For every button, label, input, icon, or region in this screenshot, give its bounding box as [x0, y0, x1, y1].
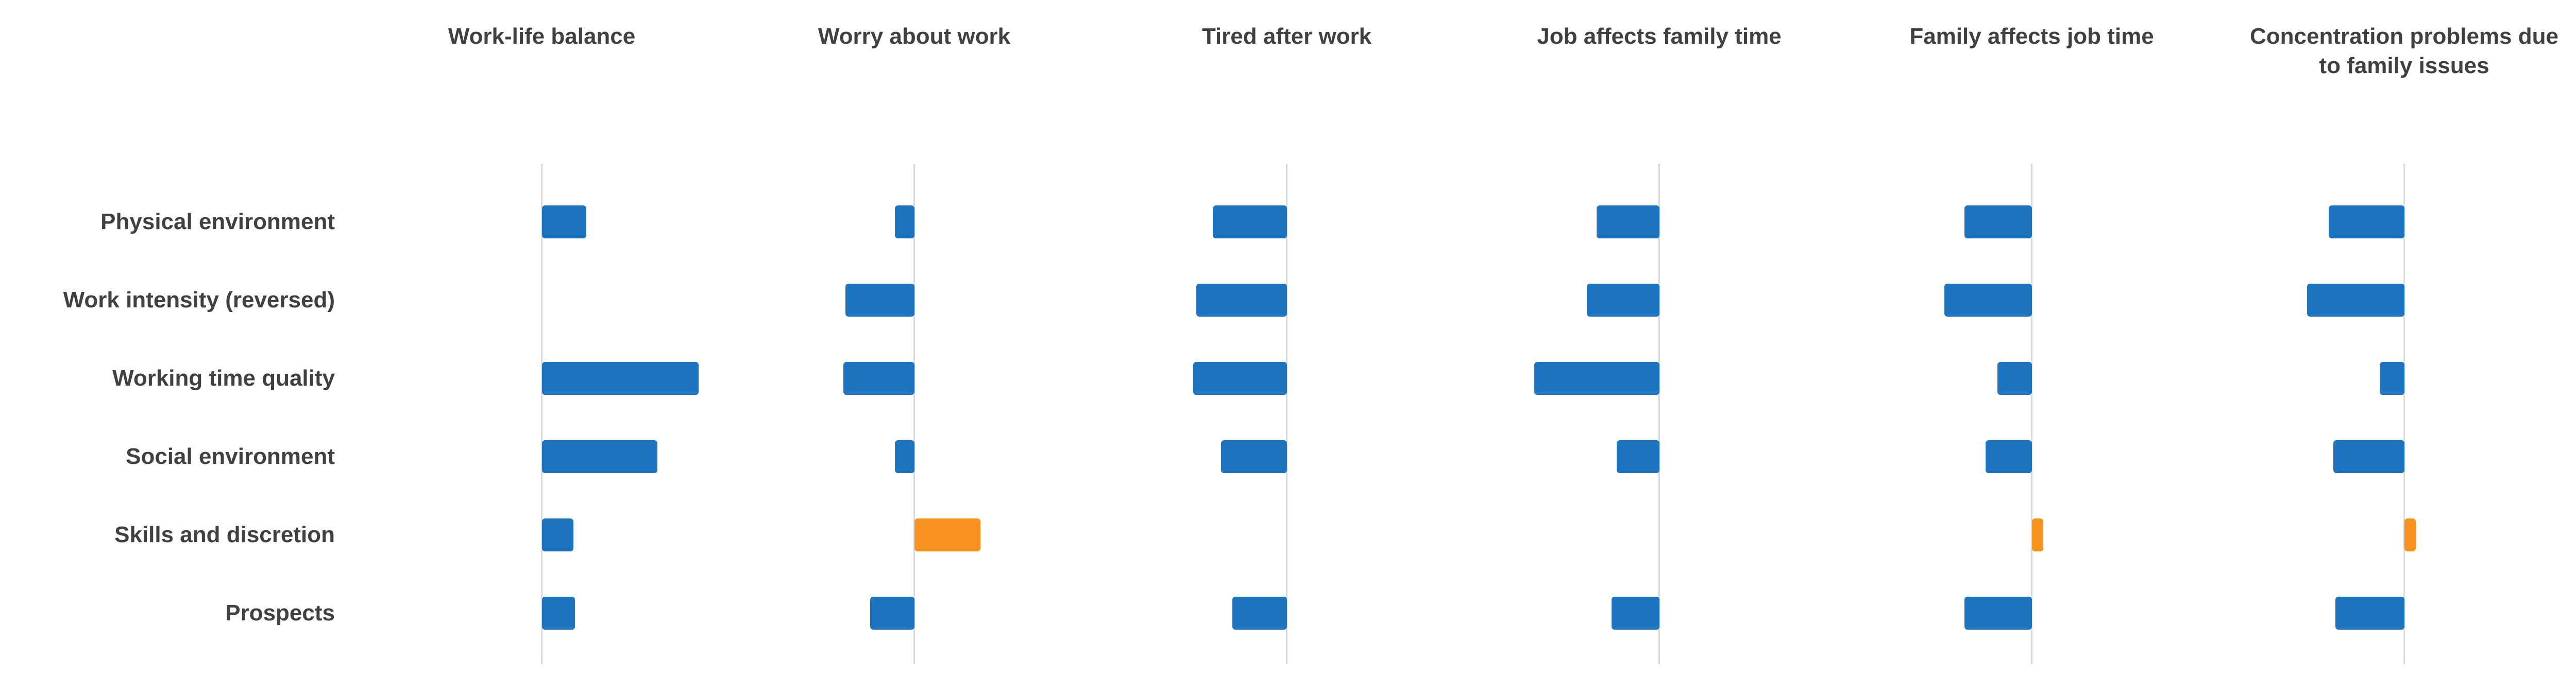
bar-positive	[541, 597, 575, 630]
row-label-1: Work intensity (reversed)	[63, 287, 335, 313]
panel-title-2: Tired after work	[1201, 24, 1372, 49]
bar-negative	[2328, 205, 2404, 238]
row-label-0: Physical environment	[100, 209, 335, 234]
bar-negative	[1964, 597, 2032, 630]
chart-panel-3	[1473, 164, 1845, 664]
bar-negative	[2379, 362, 2404, 395]
panel-title-0: Work-life balance	[448, 24, 636, 49]
bar-negative	[1611, 597, 1659, 630]
bar-negative	[2333, 440, 2404, 473]
bar-negative	[2335, 597, 2404, 630]
bar-negative	[1985, 440, 2032, 473]
bar-negative	[845, 284, 914, 317]
chart-panel-2	[1100, 164, 1473, 664]
bar-negative	[2307, 284, 2404, 317]
bar-negative	[1534, 362, 1659, 395]
bar-negative	[1196, 284, 1287, 317]
panel-title-4: Family affects job time	[1909, 24, 2154, 49]
zero-axis-line	[2403, 164, 2405, 664]
bar-negative	[1193, 362, 1287, 395]
row-label-5: Prospects	[225, 600, 335, 626]
bar-negative	[894, 440, 914, 473]
bar-positive	[541, 440, 657, 473]
panel-title-3: Job affects family time	[1537, 24, 1782, 49]
panel-title-5: Concentration problems due to family iss…	[2250, 24, 2558, 79]
bar-positive	[914, 518, 980, 551]
row-label-3: Social environment	[126, 444, 335, 469]
bar-positive	[541, 518, 573, 551]
bar-negative	[1221, 440, 1287, 473]
bar-negative	[870, 597, 914, 630]
bar-positive	[2404, 518, 2416, 551]
chart-panel-0	[355, 164, 728, 664]
bar-negative	[1212, 205, 1287, 238]
bar-negative	[1997, 362, 2032, 395]
bar-positive	[2031, 518, 2043, 551]
chart-panel-4	[1845, 164, 2218, 664]
chart-panel-5	[2218, 164, 2576, 664]
bar-negative	[1586, 284, 1659, 317]
bar-negative	[1964, 205, 2032, 238]
row-label-2: Working time quality	[112, 366, 335, 391]
zero-axis-line	[2031, 164, 2032, 664]
bar-negative	[1944, 284, 2032, 317]
zero-axis-line	[1286, 164, 1287, 664]
bar-positive	[541, 205, 586, 238]
panel-title-1: Worry about work	[818, 24, 1011, 49]
bar-positive	[541, 362, 699, 395]
zero-axis-line	[913, 164, 915, 664]
bar-negative	[1616, 440, 1659, 473]
bar-negative	[843, 362, 914, 395]
zero-axis-line	[1658, 164, 1660, 664]
bar-negative	[1232, 597, 1287, 630]
zero-axis-line	[541, 164, 543, 664]
bar-negative	[894, 205, 914, 238]
row-label-4: Skills and discretion	[114, 522, 335, 547]
chart-panel-1	[728, 164, 1100, 664]
bar-negative	[1596, 205, 1659, 238]
